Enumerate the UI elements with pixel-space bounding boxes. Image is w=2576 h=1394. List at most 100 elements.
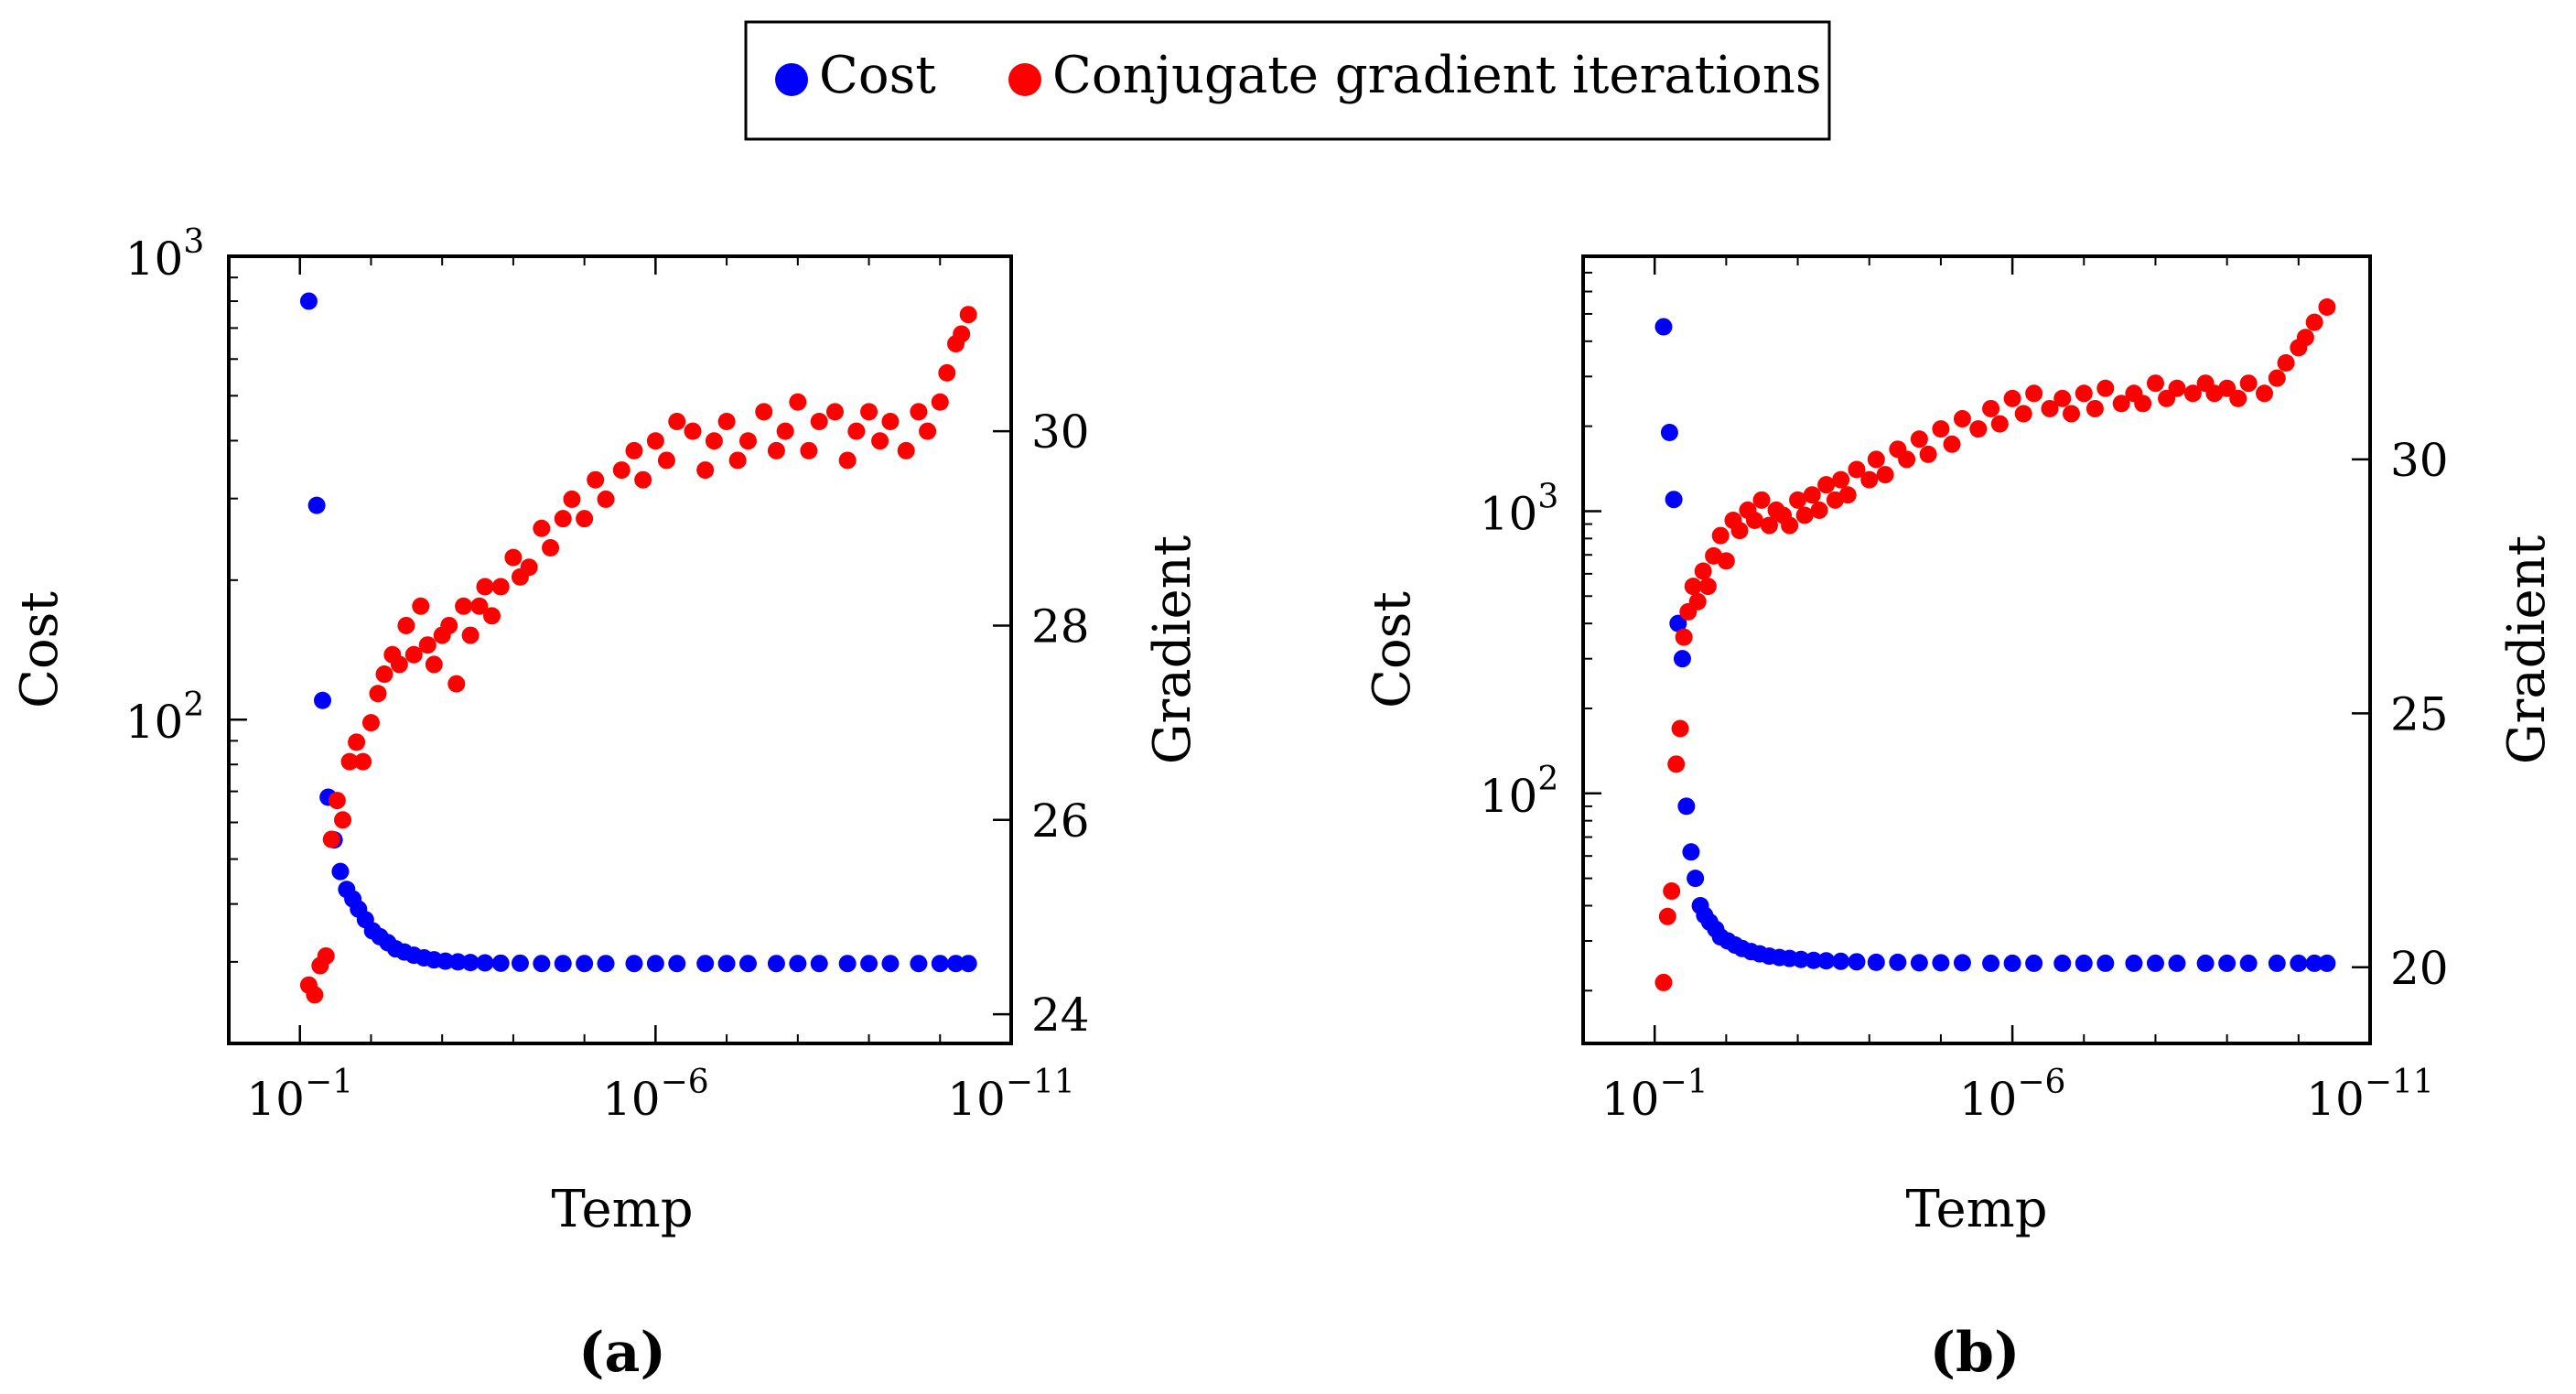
gradient-point	[657, 451, 675, 470]
cost-point	[597, 955, 615, 973]
cost-point	[2290, 954, 2308, 972]
gradient-point	[800, 441, 818, 459]
gradient-point	[2086, 399, 2104, 417]
gradient-point	[504, 548, 523, 567]
gradient-point	[696, 461, 715, 480]
gradient-point	[1688, 592, 1707, 611]
gradient-point	[2146, 374, 2164, 393]
gradient-point	[860, 403, 878, 421]
x-tick-label: 10−6	[1959, 1064, 2066, 1126]
y-tick-label: 102	[125, 686, 205, 749]
gradient-point	[897, 441, 915, 459]
gradient-point	[520, 558, 538, 577]
gradient-point	[1810, 501, 1828, 519]
gradient-point	[2239, 374, 2258, 393]
legend-box	[744, 20, 1831, 141]
gradient-point	[533, 519, 551, 537]
gradient-point	[1789, 491, 1807, 509]
gradient-point	[1795, 506, 1814, 524]
cost-point	[554, 955, 572, 973]
gradient-point	[2075, 384, 2093, 403]
gradient-point	[668, 412, 686, 430]
gradient-point	[2134, 394, 2152, 413]
cost-point	[1889, 953, 1907, 971]
gradient-point	[938, 363, 956, 382]
x-axis-label: Temp	[551, 1180, 693, 1239]
gradient-point	[1919, 445, 1937, 463]
gradient-point	[2112, 394, 2130, 413]
gradient-point	[2218, 379, 2236, 397]
gradient-point	[1781, 516, 1799, 535]
gradient-point	[1698, 578, 1717, 596]
cost-point	[1832, 952, 1850, 970]
gradient-point	[1832, 470, 1850, 489]
cost-point	[511, 954, 529, 972]
cost-point	[2305, 954, 2323, 972]
gradient-point	[728, 451, 747, 470]
gradient-point	[1982, 399, 2000, 417]
gradient-point	[2053, 389, 2072, 407]
cost-point	[696, 955, 715, 973]
gradient-point	[2168, 379, 2186, 397]
cost-point	[491, 954, 510, 972]
gradient-point	[2003, 389, 2021, 407]
y-axis-label: Cost	[1363, 591, 1422, 708]
gradient-point	[2096, 379, 2115, 397]
gradient-point	[334, 811, 352, 829]
cost-point	[307, 496, 326, 514]
gradient-point	[847, 422, 866, 440]
cost-point	[1910, 954, 1928, 972]
gradient-point	[587, 470, 605, 489]
gradient-point	[789, 393, 807, 411]
gradient-point	[1658, 907, 1676, 925]
legend-label-cost: Cost	[819, 46, 936, 105]
gradient-point	[542, 539, 560, 557]
gradient-point	[2268, 369, 2286, 387]
gradient-point	[959, 306, 977, 324]
y2-tick-label: 30	[1031, 405, 1090, 459]
gradient-point	[1752, 491, 1771, 509]
gradient-point	[1838, 486, 1857, 504]
cost-point	[947, 955, 965, 973]
cost-point	[738, 955, 757, 973]
cost-point	[437, 952, 455, 970]
y2-tick-label: 25	[2390, 687, 2449, 740]
gradient-point	[684, 422, 702, 440]
cost-point	[931, 955, 949, 973]
cost-point	[476, 954, 494, 972]
gradient-point	[1803, 486, 1821, 504]
cost-point	[810, 955, 828, 973]
gradient-point	[1730, 522, 1749, 540]
gradient-point	[483, 607, 501, 625]
cost-point	[314, 691, 332, 709]
cost-point	[668, 955, 686, 973]
gradient-point	[634, 470, 652, 489]
gradient-point	[2063, 405, 2081, 423]
gradient-point	[322, 830, 340, 848]
gradient-point	[1898, 450, 1916, 469]
cost-point	[1867, 953, 1885, 971]
cost-point	[2146, 954, 2164, 972]
gradient-point	[361, 714, 380, 732]
x-axis-label: Temp	[1905, 1180, 2047, 1239]
cost-point	[1848, 953, 1866, 971]
x-tick-label: 10−1	[1601, 1064, 1708, 1126]
gradient-point	[348, 733, 366, 751]
cost-point	[1665, 491, 1683, 509]
cost-point	[881, 955, 900, 973]
gradient-point	[455, 597, 473, 615]
y2-tick-label: 28	[1031, 600, 1090, 653]
gradient-point	[1860, 470, 1879, 489]
gradient-point	[418, 636, 437, 654]
gradient-point	[810, 412, 828, 430]
cost-point	[1654, 318, 1673, 336]
cost-point	[1792, 950, 1810, 968]
cost-point	[331, 862, 350, 881]
cost-point	[1687, 870, 1705, 888]
gradient-point	[476, 578, 494, 596]
gradient-point	[767, 441, 785, 459]
gradient-point	[328, 792, 346, 810]
cost-point	[2239, 954, 2258, 972]
cost-point	[646, 955, 664, 973]
y-tick-label: 103	[125, 223, 205, 286]
